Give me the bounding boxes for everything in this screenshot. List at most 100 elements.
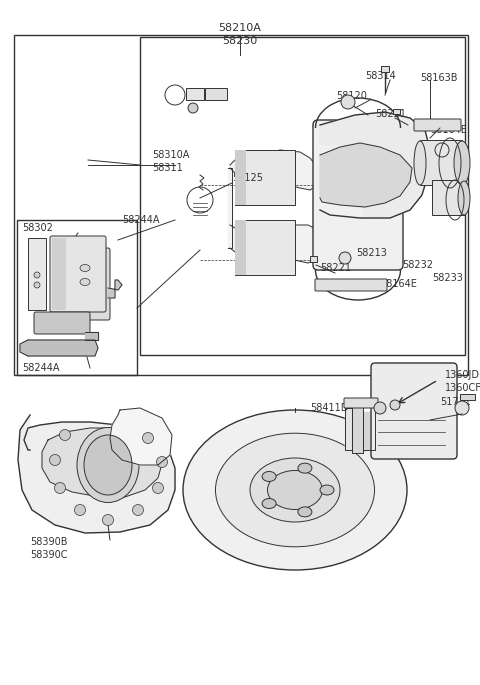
- Text: 58390B: 58390B: [30, 537, 68, 547]
- Ellipse shape: [84, 435, 132, 495]
- Bar: [420, 140, 462, 185]
- Ellipse shape: [216, 433, 374, 547]
- Text: 58125: 58125: [232, 173, 263, 183]
- Circle shape: [103, 514, 113, 525]
- Text: 58164E: 58164E: [430, 125, 467, 135]
- Bar: [235, 219, 246, 275]
- Polygon shape: [363, 412, 375, 450]
- Circle shape: [34, 272, 40, 278]
- Ellipse shape: [250, 458, 340, 522]
- Text: 58221: 58221: [375, 109, 406, 119]
- Circle shape: [455, 401, 469, 415]
- Ellipse shape: [320, 485, 334, 495]
- Ellipse shape: [298, 463, 312, 473]
- Text: 58311: 58311: [152, 163, 183, 173]
- Text: 51711: 51711: [440, 397, 471, 407]
- Circle shape: [55, 482, 65, 493]
- Circle shape: [153, 482, 164, 493]
- Circle shape: [339, 252, 351, 264]
- FancyBboxPatch shape: [313, 120, 403, 270]
- Ellipse shape: [298, 507, 312, 517]
- Polygon shape: [316, 185, 322, 230]
- Circle shape: [132, 504, 144, 516]
- Polygon shape: [320, 143, 412, 207]
- Polygon shape: [320, 112, 430, 218]
- Polygon shape: [352, 408, 363, 453]
- Ellipse shape: [414, 141, 426, 185]
- Bar: [235, 149, 246, 205]
- Polygon shape: [42, 428, 163, 497]
- Bar: [17, 220, 137, 375]
- Polygon shape: [28, 340, 98, 356]
- Bar: [235, 149, 295, 205]
- Text: 58230: 58230: [222, 36, 258, 46]
- Text: 58310A: 58310A: [152, 150, 190, 160]
- Ellipse shape: [267, 471, 323, 510]
- Bar: [318, 145, 363, 245]
- Bar: [52, 238, 66, 310]
- Ellipse shape: [77, 427, 139, 503]
- Ellipse shape: [80, 279, 90, 286]
- Ellipse shape: [262, 471, 276, 482]
- Polygon shape: [230, 225, 318, 263]
- Bar: [186, 88, 204, 100]
- FancyBboxPatch shape: [414, 119, 461, 131]
- Circle shape: [156, 456, 168, 467]
- Polygon shape: [228, 168, 232, 248]
- Text: 58232: 58232: [402, 260, 433, 270]
- Ellipse shape: [262, 499, 276, 508]
- Polygon shape: [20, 340, 28, 356]
- Polygon shape: [108, 280, 122, 298]
- Text: 58314: 58314: [365, 71, 396, 81]
- Ellipse shape: [183, 410, 407, 570]
- Circle shape: [435, 143, 449, 157]
- Bar: [310, 256, 317, 262]
- Circle shape: [374, 402, 386, 414]
- Circle shape: [74, 504, 85, 516]
- Polygon shape: [230, 150, 318, 190]
- Circle shape: [60, 429, 71, 440]
- Circle shape: [49, 455, 60, 466]
- Text: 58163B: 58163B: [420, 73, 457, 83]
- Text: 58302: 58302: [22, 223, 53, 233]
- FancyBboxPatch shape: [371, 363, 457, 459]
- Bar: [14, 35, 468, 375]
- Bar: [205, 88, 227, 100]
- Text: 58164E: 58164E: [380, 279, 417, 289]
- FancyBboxPatch shape: [34, 312, 90, 334]
- Text: 58244A: 58244A: [122, 215, 159, 225]
- Text: 58390C: 58390C: [30, 550, 68, 560]
- FancyBboxPatch shape: [344, 398, 378, 408]
- Ellipse shape: [458, 181, 470, 215]
- FancyBboxPatch shape: [50, 236, 106, 312]
- Text: 58244A: 58244A: [22, 363, 60, 373]
- Bar: [28, 238, 46, 310]
- Circle shape: [341, 95, 355, 109]
- Ellipse shape: [80, 264, 90, 271]
- Text: 1360JD: 1360JD: [445, 370, 480, 380]
- Bar: [235, 219, 295, 275]
- Text: 58221: 58221: [320, 263, 351, 273]
- Polygon shape: [85, 332, 98, 340]
- Ellipse shape: [454, 141, 470, 185]
- Text: 58120: 58120: [336, 91, 367, 101]
- Circle shape: [188, 103, 198, 113]
- Circle shape: [143, 432, 154, 443]
- FancyBboxPatch shape: [58, 248, 110, 320]
- FancyBboxPatch shape: [315, 279, 387, 291]
- Text: 58210A: 58210A: [218, 23, 262, 33]
- Text: 58233: 58233: [432, 273, 463, 283]
- Bar: [140, 37, 465, 355]
- Bar: [393, 109, 400, 114]
- Circle shape: [34, 282, 40, 288]
- Text: 1360CF: 1360CF: [445, 383, 480, 393]
- Polygon shape: [345, 408, 352, 450]
- Bar: [432, 180, 464, 215]
- Bar: [460, 394, 475, 400]
- Polygon shape: [110, 408, 172, 465]
- Circle shape: [390, 400, 400, 410]
- Bar: [381, 66, 389, 72]
- Text: 58213: 58213: [356, 248, 387, 258]
- Text: 58411D: 58411D: [310, 403, 348, 413]
- Polygon shape: [18, 415, 175, 533]
